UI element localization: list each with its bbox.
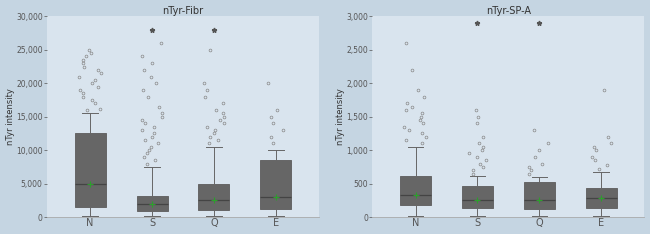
- PathPatch shape: [462, 186, 493, 208]
- PathPatch shape: [524, 182, 554, 209]
- PathPatch shape: [260, 160, 291, 209]
- Y-axis label: nTyr intensity: nTyr intensity: [336, 88, 344, 145]
- PathPatch shape: [400, 176, 431, 205]
- Title: nTyr-SP-A: nTyr-SP-A: [486, 6, 531, 15]
- Title: nTyr-Fibr: nTyr-Fibr: [162, 6, 203, 15]
- PathPatch shape: [75, 133, 106, 207]
- Y-axis label: nTyr intensity: nTyr intensity: [6, 88, 14, 145]
- PathPatch shape: [198, 184, 229, 210]
- PathPatch shape: [136, 196, 168, 211]
- PathPatch shape: [586, 188, 617, 208]
